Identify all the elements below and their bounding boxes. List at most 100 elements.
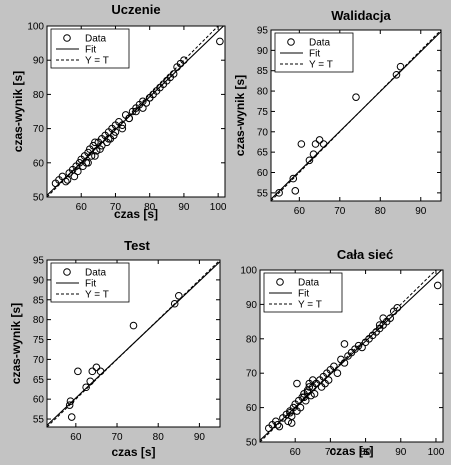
legend-label: Y = T [309, 60, 333, 71]
y-tick-label: 65 [257, 148, 269, 159]
chart-title: Walidacja [331, 8, 391, 23]
chart-title: Test [124, 238, 150, 253]
data-point [96, 367, 105, 376]
x-tick-label: 90 [194, 432, 206, 443]
y-tick-label: 75 [257, 107, 269, 118]
data-point [216, 37, 224, 46]
data-point [74, 167, 82, 176]
data-point [275, 422, 284, 431]
data-point [170, 299, 179, 308]
data-point [82, 383, 90, 392]
data-point [310, 390, 319, 398]
x-tick-label: 60 [70, 432, 82, 443]
y-tick-label: 55 [33, 415, 45, 426]
x-tick-label: 80 [153, 432, 165, 443]
y-tick-label: 80 [33, 90, 45, 101]
data-point [180, 56, 188, 65]
y-tick-label: 90 [246, 300, 258, 311]
data-point [324, 376, 333, 384]
legend-label: Data [298, 278, 320, 289]
x-axis-label: czas [s] [114, 207, 158, 221]
y-tick-label: 60 [33, 158, 45, 169]
data-point [433, 281, 442, 290]
data-point [284, 417, 292, 426]
y-tick-label: 60 [33, 395, 45, 406]
y-tick-label: 50 [246, 438, 258, 449]
x-tick-label: 80 [144, 202, 156, 213]
y-tick-label: 65 [33, 375, 45, 386]
x-tick-label: 60 [290, 447, 302, 458]
data-point [86, 377, 95, 386]
fit-line [47, 261, 220, 426]
x-tick-label: 70 [110, 202, 122, 213]
data-point [392, 70, 401, 79]
data-point [305, 156, 314, 165]
legend-label: Data [85, 34, 107, 45]
y-axis-label: czas-wynik [s] [11, 71, 25, 152]
lines-group [47, 260, 220, 427]
x-tick-label: 100 [210, 202, 227, 213]
data-point [129, 321, 138, 330]
x-tick-label: 80 [360, 447, 372, 458]
data-point [296, 403, 305, 412]
data-point [66, 397, 75, 405]
y-tick-label: 80 [33, 315, 45, 326]
legend-marker-data [287, 38, 295, 46]
x-tick-label: 70 [111, 432, 123, 443]
data-point [97, 141, 106, 150]
data-point [111, 128, 120, 136]
data-point [92, 363, 101, 372]
x-tick-label: 70 [334, 206, 346, 217]
data-point [70, 172, 79, 181]
y-tick-label: 95 [257, 26, 269, 37]
data-point [289, 174, 298, 183]
data-point [303, 388, 312, 396]
data-point [104, 135, 113, 143]
lines-group [260, 270, 443, 442]
y-tick-label: 50 [33, 193, 45, 204]
y-tick-label: 90 [33, 56, 45, 67]
y-tick-label: 70 [33, 124, 45, 135]
y-tick-label: 100 [240, 266, 257, 277]
fit-line [271, 31, 441, 200]
y-tick-label: 60 [246, 403, 258, 414]
chart-title: Uczenie [111, 2, 160, 17]
y-tick-label: 85 [33, 295, 45, 306]
data-point [287, 419, 296, 427]
data-point [145, 94, 154, 102]
y-axis-label: czas-wynik [s] [9, 303, 23, 384]
data-point [88, 367, 97, 376]
y-tick-label: 60 [257, 168, 269, 179]
data-point [396, 62, 405, 71]
data-point [58, 172, 67, 181]
data-point [315, 136, 324, 144]
x-tick-label: 90 [415, 206, 427, 217]
data-point [291, 187, 300, 195]
x-axis-label: czas [s] [329, 444, 373, 458]
data-point [340, 359, 349, 367]
legend-marker-data [63, 34, 71, 42]
legend-label: Y = T [298, 300, 322, 311]
legend-label: Data [309, 38, 331, 49]
y-tick-label: 90 [33, 275, 45, 286]
data-point [65, 401, 74, 409]
data-point [118, 121, 127, 129]
legend-label: Fit [309, 49, 320, 60]
data-point [330, 362, 338, 371]
data-point [132, 107, 140, 116]
data-point [352, 93, 360, 101]
data-point [91, 138, 99, 147]
y-tick-label: 100 [27, 22, 44, 33]
x-tick-label: 60 [76, 202, 88, 213]
data-point [125, 114, 133, 123]
data-point [375, 321, 384, 329]
data-point [312, 379, 321, 388]
y-tick-label: 70 [257, 127, 269, 138]
x-tick-label: 90 [395, 447, 407, 458]
lines-group [47, 26, 225, 197]
legend-label: Fit [85, 279, 96, 290]
